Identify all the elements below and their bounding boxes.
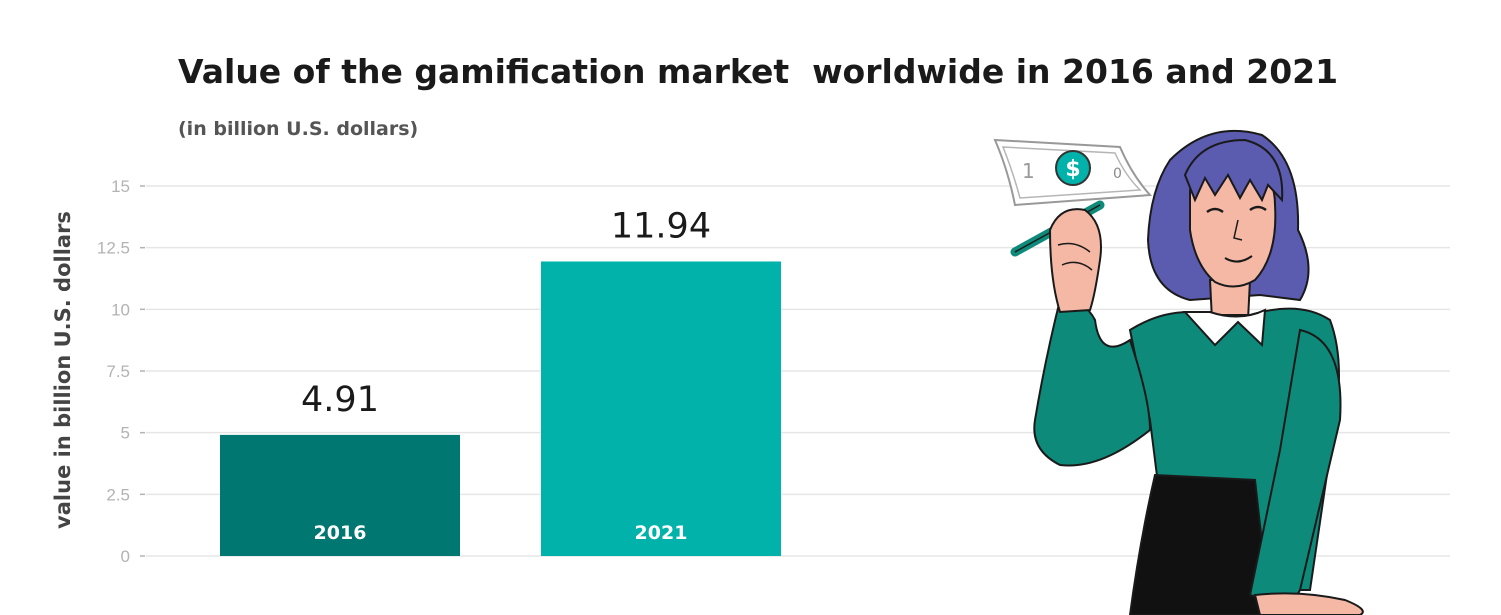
category-label-2016: 2016	[314, 522, 367, 544]
y-tick-label: 0	[121, 547, 130, 566]
y-tick-label: 5	[121, 424, 130, 443]
category-label-2021: 2021	[635, 522, 688, 544]
value-label-2021: 11.94	[611, 206, 711, 246]
banknote-digit-0: 0	[1113, 166, 1122, 182]
y-tick-label: 10	[111, 300, 130, 319]
banknote-dollar: $	[1065, 157, 1080, 182]
y-tick-label: 15	[111, 177, 130, 196]
dollar-coin-icon	[1055, 150, 1091, 186]
y-axis-ticks: 0 2.5 5 7.5 10 12.5 15	[97, 177, 145, 566]
value-label-2016: 4.91	[301, 380, 379, 420]
y-tick-label: 7.5	[106, 362, 130, 381]
y-axis-label: value in billion U.S. dollars	[51, 211, 75, 529]
bars	[220, 261, 781, 556]
y-tick-label: 12.5	[97, 239, 130, 258]
banknote-digit-1: 1	[1022, 159, 1035, 183]
bar-2021	[541, 261, 781, 556]
y-tick-label: 2.5	[106, 485, 130, 504]
bar-2016	[220, 434, 460, 556]
chart-title: Value of the gamification market worldwi…	[178, 52, 1339, 91]
chart-subtitle: (in billion U.S. dollars)	[178, 118, 419, 140]
data-labels: 4.91 2016 11.94 2021	[301, 206, 711, 544]
banknote-icon: 1 $ 0	[993, 138, 1153, 207]
